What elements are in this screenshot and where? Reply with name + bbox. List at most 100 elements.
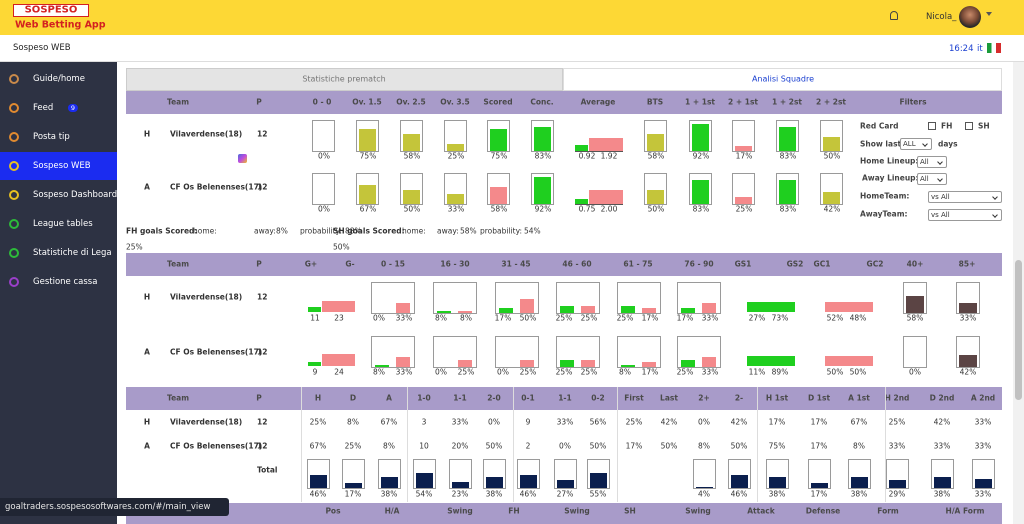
bar bbox=[322, 300, 355, 312]
cell-value: 10 bbox=[419, 441, 429, 451]
bar bbox=[359, 129, 376, 151]
section-band bbox=[126, 503, 1002, 524]
bar bbox=[692, 124, 709, 151]
menu-item[interactable]: Sospeso WEB bbox=[33, 161, 91, 171]
bar bbox=[589, 190, 623, 204]
goals-text: SH goals Scored: bbox=[333, 226, 405, 236]
select[interactable] bbox=[917, 173, 947, 185]
bar bbox=[589, 137, 623, 151]
bar bbox=[959, 303, 977, 313]
column-header: FH bbox=[508, 506, 520, 516]
language[interactable]: it bbox=[977, 44, 983, 54]
cell-value: 46% bbox=[309, 489, 327, 499]
cell-value: 33% bbox=[447, 204, 465, 214]
active-item bbox=[0, 152, 117, 180]
menu-item[interactable]: Posta tip bbox=[33, 132, 70, 142]
column-header: A bbox=[386, 393, 392, 403]
team-name: CF Os Belenenses(17) bbox=[170, 441, 263, 451]
cell-value: 33% bbox=[451, 417, 469, 427]
bar bbox=[345, 483, 362, 488]
cell-value: 0% bbox=[497, 367, 509, 377]
tab-label: Statistiche prematch bbox=[302, 74, 386, 84]
team-name: Vilaverdense(18) bbox=[170, 417, 243, 427]
checkbox[interactable] bbox=[965, 122, 973, 130]
played: 12 bbox=[257, 417, 268, 427]
goals-text: 50% bbox=[333, 242, 350, 252]
tab-active[interactable] bbox=[563, 68, 1002, 91]
side: H bbox=[143, 292, 151, 302]
caret[interactable] bbox=[986, 12, 992, 16]
cell-value: 33% bbox=[933, 441, 951, 451]
user-name[interactable]: Nicola_ bbox=[926, 12, 957, 22]
column-header: GC1 bbox=[813, 259, 831, 269]
column-header: 0 - 15 bbox=[381, 259, 405, 269]
bell-icon[interactable] bbox=[890, 11, 898, 20]
cell-value: 42% bbox=[730, 417, 748, 427]
column-header: D bbox=[349, 393, 357, 403]
filter-label: FH bbox=[941, 121, 953, 131]
bar bbox=[375, 364, 389, 367]
filter-label: SH bbox=[978, 121, 990, 131]
scrollbar-thumb[interactable] bbox=[1015, 260, 1022, 400]
column-header: Ov. 1.5 bbox=[352, 97, 382, 107]
cell-value: 0% bbox=[698, 417, 710, 427]
select[interactable] bbox=[928, 209, 1002, 221]
bar bbox=[681, 359, 695, 367]
goals-text: FH goals Scored: bbox=[126, 226, 198, 236]
logo-text: SOSPESO bbox=[24, 4, 78, 16]
cell-value: 0% bbox=[909, 367, 921, 377]
flag bbox=[987, 43, 1001, 53]
cell-value: 25% bbox=[676, 367, 694, 377]
menu-item[interactable]: League tables bbox=[33, 219, 93, 229]
bar-box bbox=[495, 336, 539, 368]
bar bbox=[447, 194, 464, 204]
column-header: H/A bbox=[384, 506, 400, 516]
cell-value: 17% bbox=[676, 313, 694, 323]
played: 12 bbox=[257, 347, 268, 357]
cell-value: 17% bbox=[641, 367, 659, 377]
column-header: Filters bbox=[899, 97, 927, 107]
column-header: 46 - 60 bbox=[562, 259, 592, 269]
bar bbox=[735, 196, 752, 204]
cell-value: 17% bbox=[494, 313, 512, 323]
checkbox[interactable] bbox=[928, 122, 936, 130]
cell-value: 25% bbox=[519, 367, 537, 377]
column-header: Last bbox=[660, 393, 678, 403]
menu-item[interactable]: Guide/home bbox=[33, 74, 85, 84]
cell-value: 25% bbox=[309, 417, 327, 427]
bar bbox=[889, 479, 906, 488]
menu-item[interactable]: Gestione cassa bbox=[33, 277, 98, 287]
bar bbox=[452, 481, 469, 488]
bar bbox=[520, 298, 534, 313]
bar bbox=[520, 475, 537, 488]
select[interactable] bbox=[928, 191, 1002, 203]
bar bbox=[759, 302, 795, 312]
avatar[interactable] bbox=[959, 6, 981, 28]
bar bbox=[747, 356, 753, 366]
section-band bbox=[126, 253, 1002, 276]
bar bbox=[499, 308, 513, 313]
select[interactable] bbox=[917, 156, 947, 168]
goals-text: probability: bbox=[300, 226, 342, 236]
average-value: 2.00 bbox=[600, 204, 618, 214]
bar-box bbox=[312, 120, 335, 152]
cell-value: 38% bbox=[850, 489, 868, 499]
cell-value: 50% bbox=[485, 441, 503, 451]
cell-value: 33% bbox=[556, 417, 574, 427]
menu-item[interactable]: Statistiche di Lega bbox=[33, 248, 112, 258]
bar-box bbox=[433, 282, 477, 314]
bar bbox=[396, 357, 410, 367]
column-header: P bbox=[256, 393, 262, 403]
tab[interactable] bbox=[126, 68, 563, 91]
bar bbox=[696, 486, 713, 488]
column-header: H 2nd bbox=[884, 393, 910, 403]
cell-value: 11% bbox=[748, 367, 766, 377]
menu-item[interactable]: Feed bbox=[33, 103, 54, 113]
bar bbox=[359, 184, 376, 204]
menu-item[interactable]: Sospeso Dashboard bbox=[33, 190, 118, 200]
cell-value: 4% bbox=[698, 489, 710, 499]
select[interactable] bbox=[900, 138, 932, 150]
column-header: Form bbox=[877, 506, 899, 516]
bar bbox=[310, 475, 327, 488]
bar bbox=[647, 189, 664, 204]
